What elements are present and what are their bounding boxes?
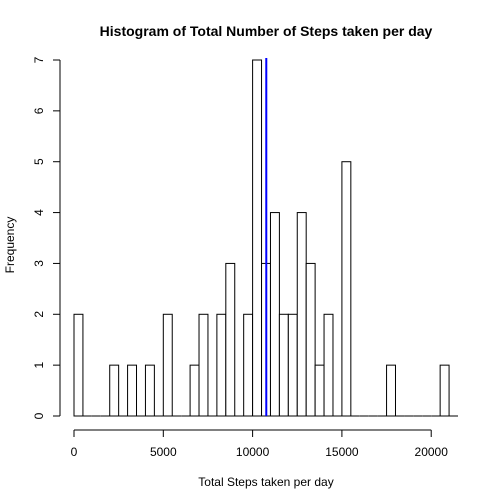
histogram-bar xyxy=(270,213,279,416)
histogram-bar xyxy=(190,365,199,416)
y-axis: 0 1 2 3 4 5 6 7 xyxy=(32,56,60,419)
histogram-bar xyxy=(244,314,253,416)
y-tick-label: 3 xyxy=(32,260,46,267)
histogram-bar xyxy=(342,162,351,416)
y-tick-label: 5 xyxy=(32,158,46,165)
x-tick-label: 20000 xyxy=(415,445,449,459)
histogram-bar xyxy=(279,314,288,416)
y-tick-label: 2 xyxy=(32,311,46,318)
histogram-bar xyxy=(253,60,262,416)
histogram-bar xyxy=(324,314,333,416)
histogram-bar xyxy=(226,263,235,416)
histogram-bar xyxy=(297,213,306,416)
histogram-bar xyxy=(74,314,83,416)
histogram-bar xyxy=(288,314,297,416)
y-tick-label: 4 xyxy=(32,209,46,216)
y-tick-label: 7 xyxy=(32,56,46,63)
y-tick-label: 6 xyxy=(32,107,46,114)
y-axis-label: Frequency xyxy=(3,217,17,274)
histogram-bar xyxy=(110,365,119,416)
histogram-bar xyxy=(440,365,449,416)
x-axis: 0 5000 10000 15000 20000 xyxy=(71,430,449,459)
histogram-bar xyxy=(199,314,208,416)
x-tick-label: 5000 xyxy=(150,445,177,459)
x-tick-label: 15000 xyxy=(325,445,359,459)
histogram-bar xyxy=(315,365,324,416)
x-axis-label: Total Steps taken per day xyxy=(198,475,333,489)
y-tick-label: 0 xyxy=(32,412,46,419)
histogram-bar xyxy=(145,365,154,416)
histogram-bar xyxy=(306,263,315,416)
histogram-bar xyxy=(217,314,226,416)
histogram-bar xyxy=(387,365,396,416)
histogram-bar xyxy=(163,314,172,416)
x-tick-label: 10000 xyxy=(236,445,270,459)
chart-title: Histogram of Total Number of Steps taken… xyxy=(100,23,433,39)
x-tick-label: 0 xyxy=(71,445,78,459)
histogram-bar xyxy=(128,365,137,416)
y-tick-label: 1 xyxy=(32,361,46,368)
